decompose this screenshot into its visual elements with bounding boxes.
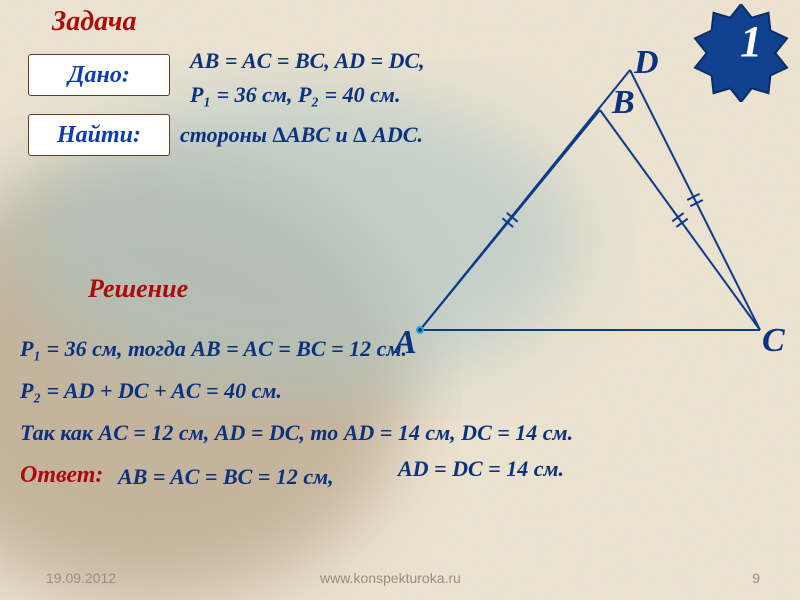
footer-page: 9 bbox=[752, 570, 760, 586]
given-line2: P₁ = 36 см, P₂ = 40 см. bbox=[190, 82, 400, 108]
solution-line1: P₁ = 36 см, тогда AB = AC = BC = 12 см. bbox=[20, 336, 407, 362]
solution-title: Решение bbox=[88, 274, 188, 304]
answer-part1: AB = AC = BC = 12 см, bbox=[118, 464, 334, 490]
footer-date: 19.09.2012 bbox=[46, 570, 116, 586]
answer-label: Ответ: bbox=[20, 462, 103, 489]
solution-line2: P₂ = AD + DC + AC = 40 см. bbox=[20, 378, 282, 404]
triangle-diagram: A B C D bbox=[380, 50, 780, 360]
vertex-label-d: D bbox=[634, 44, 659, 82]
vertex-label-b: B bbox=[612, 84, 635, 122]
vertex-label-c: C bbox=[762, 322, 785, 360]
find-box: Найти: bbox=[28, 114, 170, 156]
badge-number: 1 bbox=[740, 16, 762, 67]
find-label: Найти: bbox=[57, 122, 141, 149]
answer-part2: AD = DC = 14 см. bbox=[398, 456, 564, 482]
given-box: Дано: bbox=[28, 54, 170, 96]
problem-title: Задача bbox=[52, 6, 136, 38]
solution-line3: Так как AC = 12 см, AD = DC, то AD = 14 … bbox=[20, 420, 573, 446]
triangle-svg bbox=[380, 50, 780, 360]
footer-url: www.konspekturoka.ru bbox=[320, 570, 461, 586]
given-label: Дано: bbox=[68, 62, 130, 89]
